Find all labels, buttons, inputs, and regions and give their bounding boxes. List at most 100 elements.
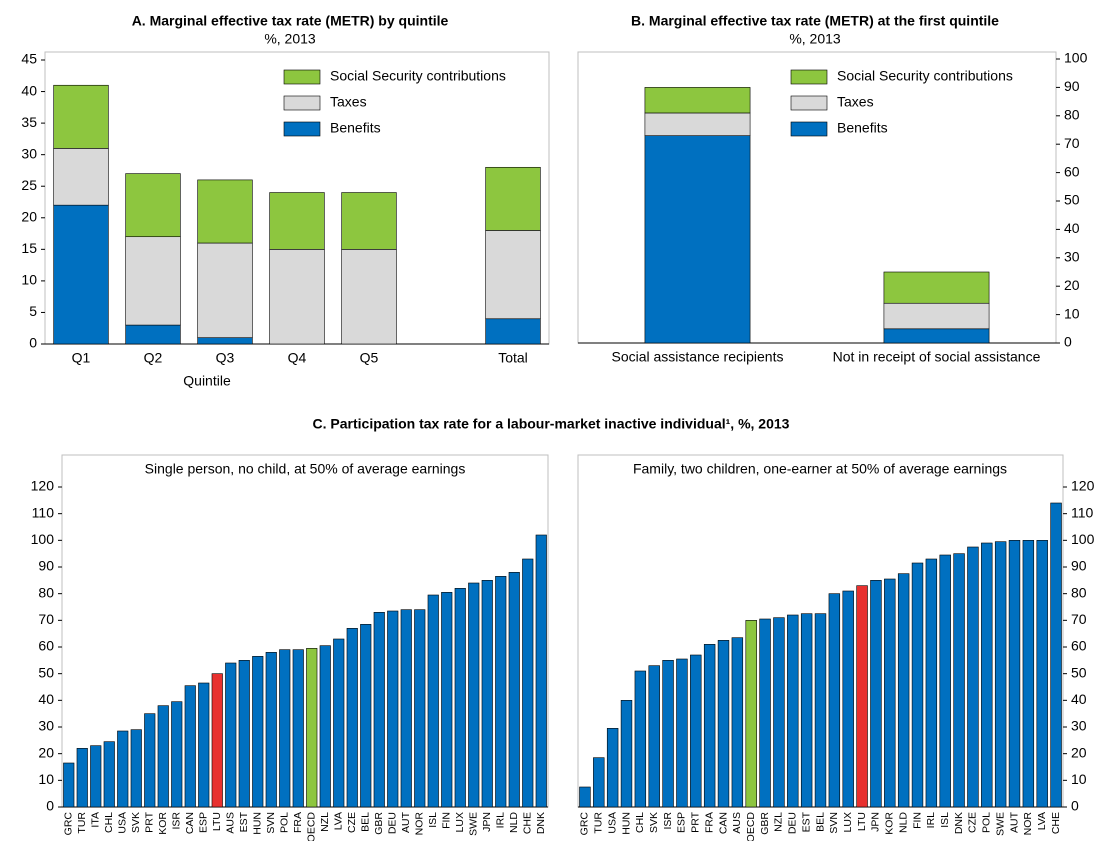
x-tick-label: LVA bbox=[333, 812, 345, 830]
x-tick-label: FIN bbox=[911, 812, 923, 829]
legend-swatch bbox=[790, 69, 828, 85]
bar bbox=[76, 748, 88, 808]
bar bbox=[90, 745, 102, 808]
x-tick-label: Q1 bbox=[72, 350, 91, 366]
x-axis-title: Quintile bbox=[183, 373, 231, 389]
bar bbox=[967, 546, 979, 808]
y-tick-label: 0 bbox=[1071, 798, 1079, 814]
bar bbox=[994, 541, 1007, 808]
panel-subtitle: Single person, no child, at 50% of avera… bbox=[145, 461, 466, 477]
y-tick-label: 40 bbox=[21, 82, 37, 98]
x-tick-label: LUX bbox=[454, 812, 466, 832]
x-tick-label: AUS bbox=[225, 812, 237, 834]
bar-segment bbox=[53, 204, 109, 345]
x-tick-label: USA bbox=[117, 812, 129, 834]
x-tick-label: OECD bbox=[306, 812, 318, 841]
bar bbox=[676, 658, 688, 808]
bar bbox=[454, 588, 466, 808]
bar bbox=[184, 685, 196, 808]
x-tick-label: JPN bbox=[481, 812, 493, 832]
x-tick-label: DEU bbox=[787, 812, 799, 834]
x-tick-label: NLD bbox=[508, 812, 520, 833]
bar bbox=[117, 730, 129, 808]
bar bbox=[800, 613, 813, 808]
bar bbox=[787, 614, 799, 808]
bar bbox=[468, 582, 480, 808]
bar bbox=[319, 645, 331, 808]
x-tick-label: ISL bbox=[939, 812, 951, 828]
x-tick-label: AUS bbox=[731, 812, 743, 834]
bar bbox=[884, 578, 896, 808]
bar-segment bbox=[485, 318, 541, 345]
bar bbox=[1022, 540, 1035, 808]
x-tick-label: TUR bbox=[593, 812, 605, 834]
x-tick-label: ESP bbox=[198, 812, 210, 833]
chart-title: A. Marginal effective tax rate (METR) by… bbox=[132, 13, 449, 29]
y-tick-label: 10 bbox=[1064, 305, 1080, 321]
bar bbox=[211, 673, 223, 808]
y-tick-label: 80 bbox=[1064, 107, 1080, 123]
bar-segment bbox=[644, 135, 751, 344]
bar bbox=[427, 594, 439, 808]
y-tick-label: 80 bbox=[1071, 584, 1087, 600]
bar bbox=[144, 713, 156, 808]
y-tick-label: 70 bbox=[38, 611, 54, 627]
x-tick-label: LTU bbox=[211, 812, 223, 831]
bar bbox=[856, 585, 868, 808]
y-tick-label: 100 bbox=[31, 531, 55, 547]
bar bbox=[387, 610, 399, 808]
x-tick-label: AUT bbox=[1008, 811, 1020, 833]
x-tick-label: GBR bbox=[373, 812, 385, 835]
y-tick-label: 35 bbox=[21, 114, 37, 130]
legend-label: Social Security contributions bbox=[837, 68, 1013, 84]
bar bbox=[103, 741, 115, 808]
legend-swatch bbox=[790, 121, 828, 137]
x-tick-label: Q2 bbox=[144, 350, 163, 366]
x-tick-label: Social assistance recipients bbox=[612, 349, 784, 365]
bar bbox=[634, 670, 647, 808]
bar bbox=[620, 700, 633, 808]
x-tick-label: IRL bbox=[495, 812, 507, 829]
x-tick-label: BEL bbox=[814, 812, 826, 832]
y-tick-label: 45 bbox=[21, 51, 37, 67]
x-tick-label: AUT bbox=[400, 811, 412, 833]
bar-segment bbox=[125, 324, 181, 345]
bar-segment bbox=[485, 230, 541, 320]
bar-segment bbox=[485, 166, 541, 231]
y-tick-label: 30 bbox=[21, 145, 37, 161]
x-tick-label: POL bbox=[279, 812, 291, 833]
bar bbox=[925, 558, 938, 808]
y-tick-label: 50 bbox=[1071, 664, 1087, 680]
y-tick-label: 15 bbox=[21, 240, 37, 256]
bar bbox=[306, 648, 318, 808]
bar bbox=[481, 580, 493, 808]
bar bbox=[717, 640, 730, 808]
bar bbox=[690, 654, 702, 808]
y-tick-label: 60 bbox=[1064, 163, 1080, 179]
x-tick-label: CHE bbox=[522, 812, 534, 834]
y-tick-label: 40 bbox=[1064, 220, 1080, 236]
x-tick-label: GRC bbox=[579, 812, 591, 836]
x-tick-label: CZE bbox=[967, 812, 979, 833]
x-tick-label: Total bbox=[498, 350, 528, 366]
bar-segment bbox=[644, 112, 751, 136]
bar bbox=[870, 580, 882, 808]
x-tick-label: KOR bbox=[884, 812, 896, 835]
x-tick-label: OECD bbox=[745, 812, 757, 841]
bar bbox=[703, 644, 716, 808]
panel-subtitle: Family, two children, one-earner at 50% … bbox=[633, 461, 1007, 477]
bar bbox=[828, 593, 841, 808]
chart-subtitle: %, 2013 bbox=[264, 31, 316, 47]
y-tick-label: 10 bbox=[21, 272, 37, 288]
bar bbox=[939, 554, 951, 808]
bar bbox=[225, 662, 237, 808]
x-tick-label: LTU bbox=[856, 812, 868, 831]
chart-subtitle: %, 2013 bbox=[789, 31, 841, 47]
y-tick-label: 60 bbox=[38, 638, 54, 654]
y-tick-label: 0 bbox=[29, 335, 37, 351]
x-tick-label: DEU bbox=[387, 812, 399, 834]
bar bbox=[400, 609, 412, 808]
bar bbox=[759, 618, 771, 808]
x-tick-label: CZE bbox=[346, 812, 358, 833]
x-tick-label: HUN bbox=[620, 812, 632, 835]
